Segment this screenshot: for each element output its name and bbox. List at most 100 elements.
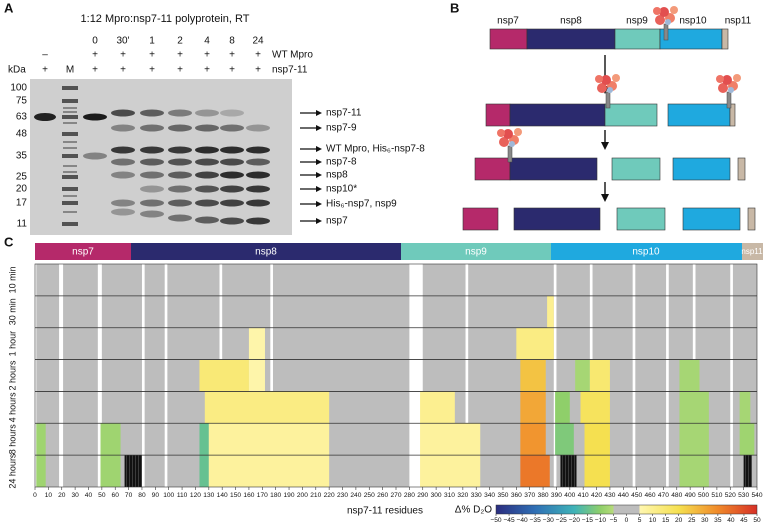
coverage [222, 295, 271, 328]
coverage [167, 295, 220, 328]
x-tick-label: 480 [671, 492, 682, 499]
x-tick-label: 310 [444, 492, 455, 499]
panel-label: A [4, 0, 14, 15]
coverage [668, 295, 693, 328]
masked-cell [124, 455, 142, 487]
sign: + [42, 65, 48, 76]
coverage [36, 295, 60, 328]
x-tick-label: 0 [33, 492, 37, 499]
time-label: 24 [252, 36, 264, 47]
x-tick-label: 240 [350, 492, 361, 499]
uptake-cell [208, 455, 330, 487]
coverage [668, 264, 693, 296]
band [220, 124, 244, 132]
panel-label: C [4, 234, 14, 249]
coverage [144, 327, 165, 360]
uptake-cell [520, 359, 546, 392]
x-tick-label: 530 [738, 492, 749, 499]
sign: + [177, 50, 183, 61]
band [195, 171, 219, 179]
colorbar-tick-label: 30 [701, 517, 709, 524]
time-label: 2 [177, 36, 183, 47]
x-tick-label: 340 [484, 492, 495, 499]
band [111, 124, 135, 132]
colorbar-tick-label: −45 [503, 517, 515, 524]
uptake-cell [100, 423, 121, 456]
time-label: 0 [92, 36, 98, 47]
coverage [63, 264, 98, 296]
coverage [63, 327, 98, 360]
sign: + [204, 65, 210, 76]
colorbar-tick-label: 10 [649, 517, 657, 524]
x-tick-label: 10 [45, 492, 53, 499]
band-label: nsp7 [326, 216, 348, 227]
marker-band [62, 175, 78, 179]
domain-label: nsp7 [72, 247, 94, 258]
x-tick-label: 60 [112, 492, 120, 499]
arrow-head [316, 172, 322, 178]
marker-band [63, 211, 77, 213]
coverage [63, 455, 98, 487]
arrow-head [316, 186, 322, 192]
marker-label: 17 [16, 198, 28, 209]
x-tick-label: 430 [604, 492, 615, 499]
sign: + [177, 65, 183, 76]
coverage [222, 264, 271, 296]
colorbar-tick-label: −40 [517, 517, 529, 524]
colorbar-tick-label: −20 [569, 517, 581, 524]
x-tick-label: 30 [71, 492, 79, 499]
panel-label: B [450, 0, 459, 15]
coverage [167, 264, 220, 296]
band [111, 109, 135, 117]
band [246, 158, 270, 166]
x-tick-label: 20 [58, 492, 66, 499]
marker-label: 63 [16, 112, 28, 123]
coverage [695, 264, 731, 296]
arrow-head [316, 159, 322, 165]
coverage [36, 264, 60, 296]
coverage [63, 359, 98, 392]
band-label: His₆-nsp7, nsp9 [326, 199, 397, 210]
x-tick-label: 420 [591, 492, 602, 499]
uptake-cell [520, 391, 546, 424]
x-tick-label: 350 [497, 492, 508, 499]
uptake-cell [208, 423, 330, 456]
masked-cell [743, 455, 752, 487]
band [195, 109, 219, 117]
coverage [167, 327, 220, 360]
coverage [63, 391, 98, 424]
coverage [635, 455, 667, 487]
uptake-cell [199, 455, 209, 487]
x-tick-label: 110 [177, 492, 188, 499]
colorbar-tick-label: 50 [753, 517, 761, 524]
coverage [422, 264, 466, 296]
coverage [422, 327, 466, 360]
band [168, 158, 192, 166]
coverage [468, 295, 554, 328]
colorbar-tick-label: 0 [625, 517, 629, 524]
coverage [101, 264, 142, 296]
coverage [36, 327, 60, 360]
colorbar-tick-label: −35 [530, 517, 542, 524]
x-tick-label: 140 [217, 492, 228, 499]
marker-band [62, 187, 78, 191]
band [140, 199, 164, 207]
coverage [144, 359, 165, 392]
domain-label: nsp11 [725, 16, 752, 27]
x-tick-label: 170 [257, 492, 268, 499]
x-tick-label: 380 [538, 492, 549, 499]
coverage [272, 264, 410, 296]
gel-bands [34, 86, 270, 226]
arrow-head [316, 125, 322, 131]
sign: + [120, 50, 126, 61]
band [83, 113, 107, 121]
coverage [101, 295, 142, 328]
band [168, 185, 192, 193]
coverage [468, 264, 554, 296]
x-tick-label: 460 [645, 492, 656, 499]
sign: + [120, 65, 126, 76]
band [220, 185, 244, 193]
domain-label: nsp9 [465, 247, 487, 258]
band-label: nsp7-11 [326, 108, 362, 119]
marker-band [62, 86, 78, 90]
